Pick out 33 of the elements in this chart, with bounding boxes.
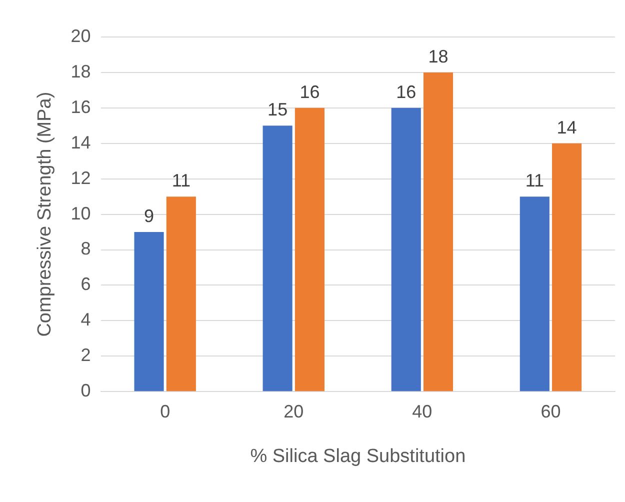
data-label: 15 — [268, 100, 288, 120]
data-label: 9 — [144, 206, 154, 226]
y-tick-label: 2 — [80, 345, 91, 366]
y-tick-label: 0 — [80, 380, 91, 401]
data-label: 14 — [556, 117, 577, 138]
y-tick-label: 16 — [70, 96, 91, 117]
x-tick-label: 0 — [160, 401, 170, 422]
bar — [520, 196, 550, 392]
data-label: 16 — [396, 82, 416, 102]
x-axis-title: % Silica Slag Substitution — [250, 446, 466, 467]
bar — [294, 108, 324, 392]
y-axis-title: Compressive Strength (MPa) — [34, 92, 56, 337]
data-label: 11 — [525, 170, 544, 191]
y-tick-label: 6 — [80, 274, 91, 294]
y-tick-label: 12 — [70, 168, 91, 188]
bar — [391, 108, 421, 392]
y-tick-label: 4 — [80, 310, 91, 330]
bar — [552, 143, 582, 392]
x-tick-label: 40 — [412, 401, 432, 422]
y-tick-label: 20 — [70, 26, 91, 46]
x-tick-label: 20 — [284, 401, 304, 422]
y-tick-label: 14 — [70, 132, 91, 152]
data-label: 16 — [300, 82, 320, 102]
y-tick-label: 10 — [70, 203, 91, 224]
bar — [262, 126, 292, 392]
data-label: 18 — [428, 46, 448, 66]
y-tick-label: 8 — [80, 238, 91, 259]
x-tick-label: 60 — [540, 401, 561, 422]
bar — [134, 232, 164, 392]
y-tick-label: 18 — [70, 61, 91, 82]
data-label: 11 — [172, 170, 191, 191]
bar — [423, 72, 454, 392]
bar — [166, 196, 196, 392]
